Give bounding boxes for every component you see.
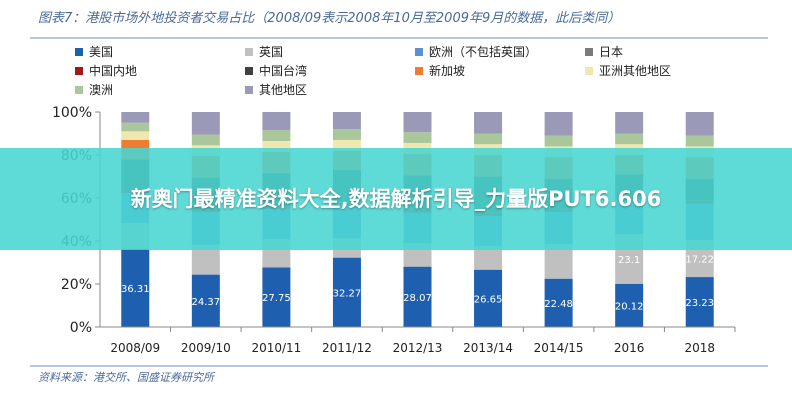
- legend-label-7: 亚洲其他地区: [599, 64, 671, 78]
- bar-segment-2010-11-0: [262, 267, 291, 327]
- legend-label-1: 英国: [259, 45, 283, 59]
- x-tick-label-2009-10: 2009/10: [181, 341, 231, 355]
- overlay-banner[interactable]: 新奥门最精准资料大全,数据解析引导_力量版PUT6.606: [0, 148, 792, 250]
- overlay-banner-text: 新奥门最精准资料大全,数据解析引导_力量版PUT6.606: [130, 187, 662, 211]
- legend-swatch-4: [75, 67, 83, 75]
- bar-segment-2009-10-9: [191, 112, 220, 135]
- bar-segment-2013-14-8: [474, 133, 503, 145]
- bar-segment-2011-12-8: [332, 129, 361, 140]
- bar-segment-2012-13-0: [403, 266, 432, 327]
- x-tick-label-2016: 2016: [614, 341, 645, 355]
- chart-source: 资料来源：港交所、国盛证券研究所: [38, 371, 216, 384]
- legend-swatch-8: [75, 86, 83, 94]
- data-label-2016-1: 23.1: [618, 255, 640, 266]
- legend-label-2: 欧洲（不包括英国）: [429, 44, 537, 59]
- bar-segment-2013-14-9: [474, 112, 503, 134]
- bar-segment-2016-9: [615, 112, 644, 134]
- bar-segment-2009-10-8: [191, 134, 220, 146]
- legend-label-9: 其他地区: [259, 83, 307, 97]
- bar-segment-2009-10-0: [191, 274, 220, 327]
- data-label-2011-12-0: 32.27: [333, 288, 362, 299]
- x-tick-label-2011-12: 2011/12: [322, 341, 372, 355]
- bar-segment-2014-15-0: [544, 278, 573, 327]
- x-axis: 2008/09 2009/10 2010/11 2011/12 2012/13 2013/…: [100, 326, 736, 355]
- bar-segment-2011-12-9: [332, 112, 361, 130]
- x-tick-label-2012-13: 2012/13: [393, 341, 443, 355]
- x-tick-label-2008-09: 2008/09: [110, 341, 160, 355]
- bar-segment-2010-11-9: [262, 111, 291, 131]
- legend-label-3: 日本: [599, 45, 623, 59]
- legend-swatch-2: [415, 48, 423, 56]
- bar-segment-2014-15-8: [544, 135, 573, 147]
- data-label-2008-09-0: 36.31: [121, 284, 150, 295]
- bar-segment-2008-09-8: [121, 122, 150, 132]
- legend-swatch-3: [585, 48, 593, 56]
- legend-swatch-7: [585, 67, 593, 75]
- bar-segment-2014-15-1: [544, 244, 573, 279]
- bar-segment-2018-9: [685, 112, 714, 136]
- legend-label-0: 美国: [89, 45, 113, 59]
- y-tick-label-0: 0%: [70, 320, 92, 336]
- legend-swatch-9: [245, 86, 253, 94]
- data-label-2018-0: 23.23: [685, 298, 714, 309]
- bar-segment-2018-8: [685, 135, 714, 147]
- bar-segment-2012-13-8: [403, 132, 432, 143]
- bar-segment-2008-09-7: [121, 131, 150, 140]
- data-label-2009-10-0: 24.37: [192, 297, 221, 308]
- chart-title: 图表7：港股市场外地投资者交易占比（2008/09表示2008年10月至2009…: [38, 10, 620, 26]
- bar-segment-2014-15-9: [544, 112, 573, 136]
- data-label-2012-13-0: 28.07: [403, 293, 432, 304]
- y-tick-label-1: 20%: [61, 277, 92, 293]
- x-tick-label-2013-14: 2013/14: [463, 341, 513, 355]
- data-label-2014-15-0: 22.48: [544, 299, 573, 310]
- bar-segment-2010-11-7: [262, 141, 291, 152]
- bar-segment-2016-8: [615, 133, 644, 145]
- bar-segment-2013-14-1: [474, 246, 503, 270]
- y-tick-label-5: 100%: [52, 105, 92, 121]
- legend-swatch-5: [245, 67, 253, 75]
- bar-segment-2018-0: [685, 277, 714, 327]
- bar-segment-2008-09-0: [121, 248, 150, 327]
- legend-swatch-0: [75, 48, 83, 56]
- bar-segment-2011-12-7: [332, 139, 361, 151]
- x-tick-label-2010-11: 2010/11: [251, 341, 301, 355]
- bar-segment-2011-12-0: [332, 257, 361, 327]
- bar-segment-2016-0: [615, 283, 644, 327]
- x-tick-label-2014-15: 2014/15: [534, 341, 584, 355]
- bar-segment-2013-14-0: [474, 269, 503, 327]
- legend-swatch-6: [415, 67, 423, 75]
- data-label-2016-0: 20.12: [615, 301, 644, 312]
- legend-label-4: 中国内地: [89, 63, 137, 78]
- bar-segment-2010-11-8: [262, 130, 291, 142]
- legend-label-6: 新加坡: [429, 63, 465, 78]
- bar-segment-2012-13-9: [403, 112, 432, 133]
- legend-label-8: 澳洲: [89, 83, 113, 97]
- legend-swatch-1: [245, 48, 253, 56]
- data-label-2018-1: 17.22: [685, 255, 714, 266]
- x-tick-label-2018: 2018: [684, 341, 715, 355]
- data-label-2013-14-0: 26.65: [474, 294, 503, 305]
- bar-segment-2008-09-9: [121, 112, 150, 123]
- data-label-2010-11-0: 27.75: [262, 293, 291, 304]
- legend-label-5: 中国台湾: [259, 63, 307, 78]
